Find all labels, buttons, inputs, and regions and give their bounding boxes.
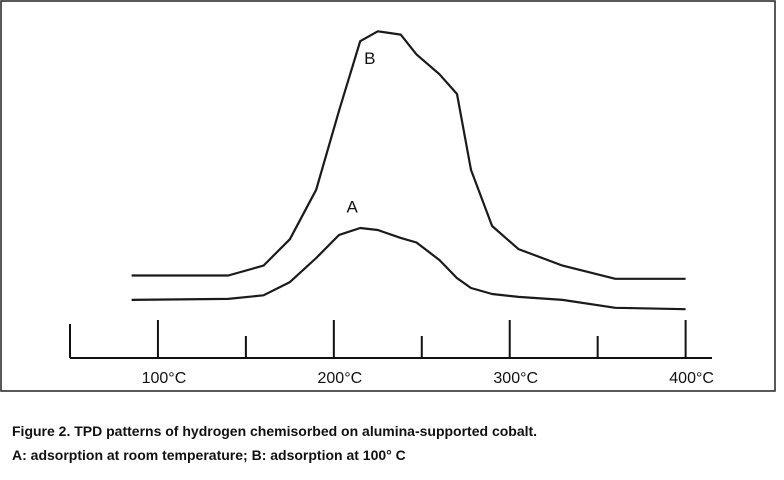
caption-subtitle: A: adsorption at room temperature; B: ad…: [12, 447, 406, 463]
x-tick-label: 400°C: [669, 370, 714, 387]
series-label: B: [364, 49, 375, 68]
x-tick-label: 200°C: [318, 370, 363, 387]
x-tick-label: 300°C: [493, 370, 538, 387]
frame: [0, 0, 776, 392]
series-line: [131, 226, 686, 311]
x-tick-label: 100°C: [142, 370, 187, 387]
caption-title: Figure 2. TPD patterns of hydrogen chemi…: [12, 423, 537, 439]
series-line: [131, 30, 686, 280]
series-label: A: [347, 197, 359, 216]
